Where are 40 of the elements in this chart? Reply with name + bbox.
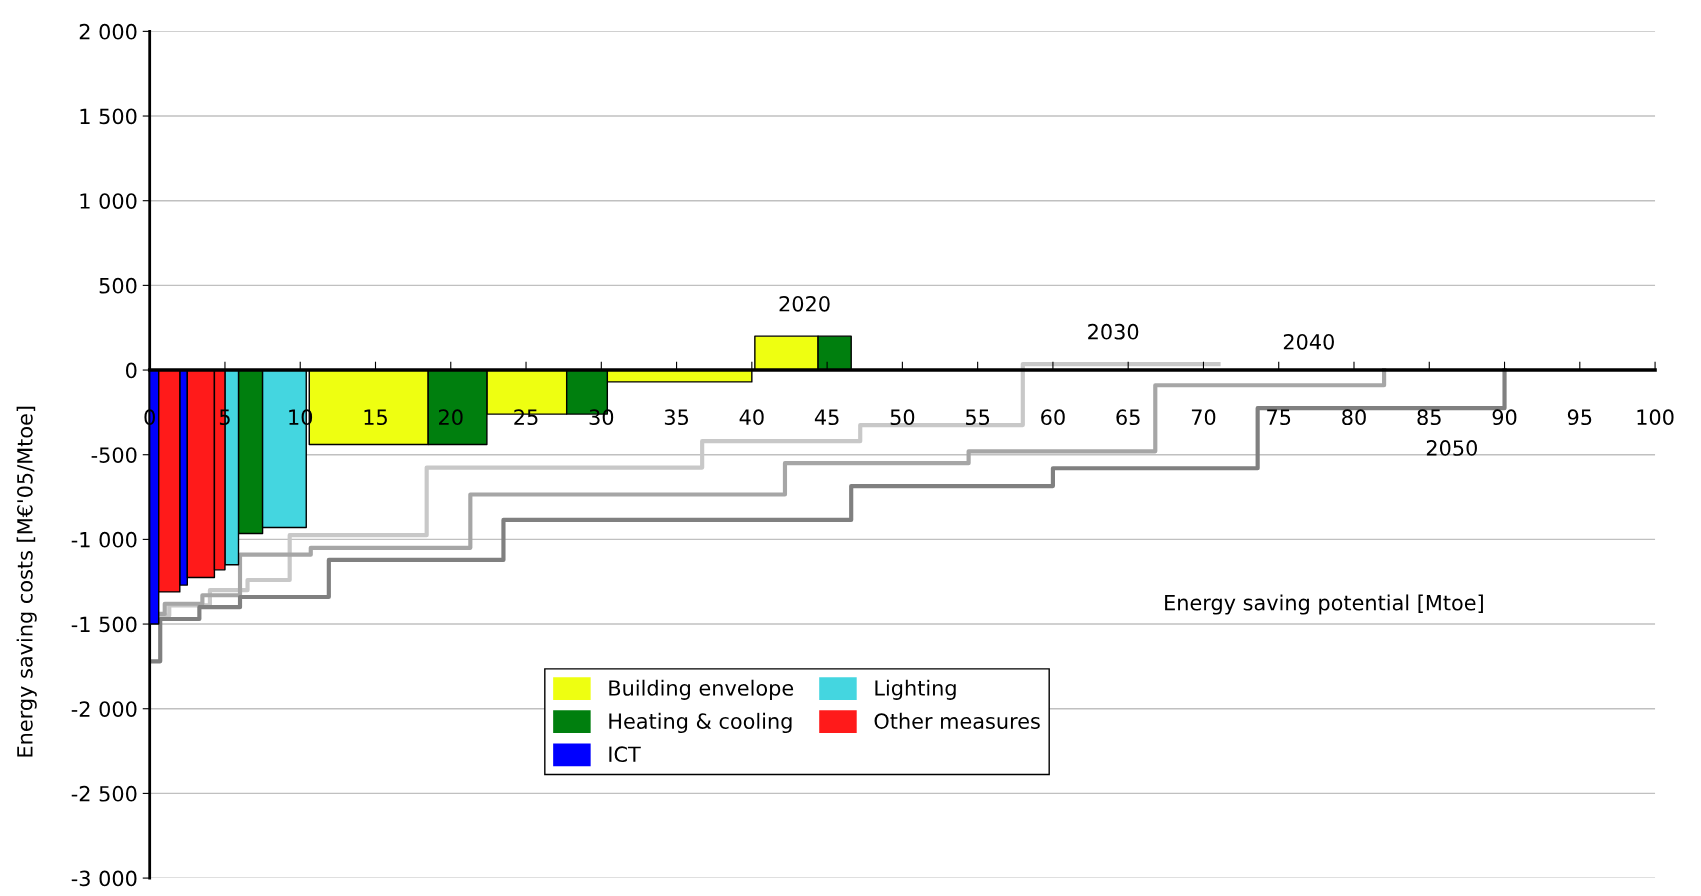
y-tick-label: -2 500	[71, 785, 137, 802]
x-tick-label: 15	[364, 409, 387, 426]
annotation: 2020	[779, 295, 830, 312]
legend-label: Lighting	[875, 679, 956, 700]
y-axis-title: Energy saving costs [M€'05/Mtoe]	[16, 406, 37, 757]
annotation: 2050	[1426, 440, 1477, 456]
legend-label: ICT	[609, 746, 641, 763]
x-tick-label: 65	[1116, 409, 1140, 426]
x-axis-title: Energy saving potential [Mtoe]	[1165, 594, 1483, 615]
x-tick-label: 85	[1417, 409, 1441, 426]
annotation: 2030	[1088, 323, 1139, 340]
x-tick-label: 20	[439, 409, 463, 426]
x-tick-label: 40	[739, 409, 764, 426]
y-tick-label: -500	[91, 447, 137, 463]
y-tick-label: 0	[126, 362, 137, 379]
y-tick-label: 500	[99, 277, 137, 294]
x-tick-label: 90	[1492, 409, 1517, 426]
x-tick-label: 75	[1267, 409, 1291, 426]
y-tick-label: -2 000	[71, 701, 137, 717]
y-tick-label: -1 500	[71, 616, 137, 633]
x-tick-label: 100	[1637, 409, 1674, 426]
x-tick-label: 5	[219, 409, 230, 426]
x-tick-label: 35	[664, 409, 689, 426]
legend-label: Heating & cooling	[609, 712, 792, 734]
x-tick-label: 0	[144, 409, 155, 426]
x-tick-label: 80	[1342, 409, 1366, 426]
legend-label: Other measures	[874, 712, 1040, 729]
y-tick-label: 2 000	[79, 23, 137, 40]
annotation: 2040	[1283, 333, 1334, 350]
x-tick-label: 50	[890, 409, 915, 426]
y-tick-label: 1 500	[80, 108, 137, 125]
x-tick-label: 70	[1191, 409, 1216, 426]
x-tick-label: 45	[814, 409, 839, 426]
x-tick-label: 95	[1567, 409, 1592, 426]
y-tick-label: -1 000	[71, 531, 137, 548]
y-tick-label: -3 000	[71, 870, 137, 887]
x-tick-label: 55	[966, 409, 990, 426]
legend-label: Building envelope	[609, 679, 794, 700]
x-tick-label: 60	[1041, 409, 1065, 426]
y-tick-label: 1 000	[80, 193, 137, 209]
